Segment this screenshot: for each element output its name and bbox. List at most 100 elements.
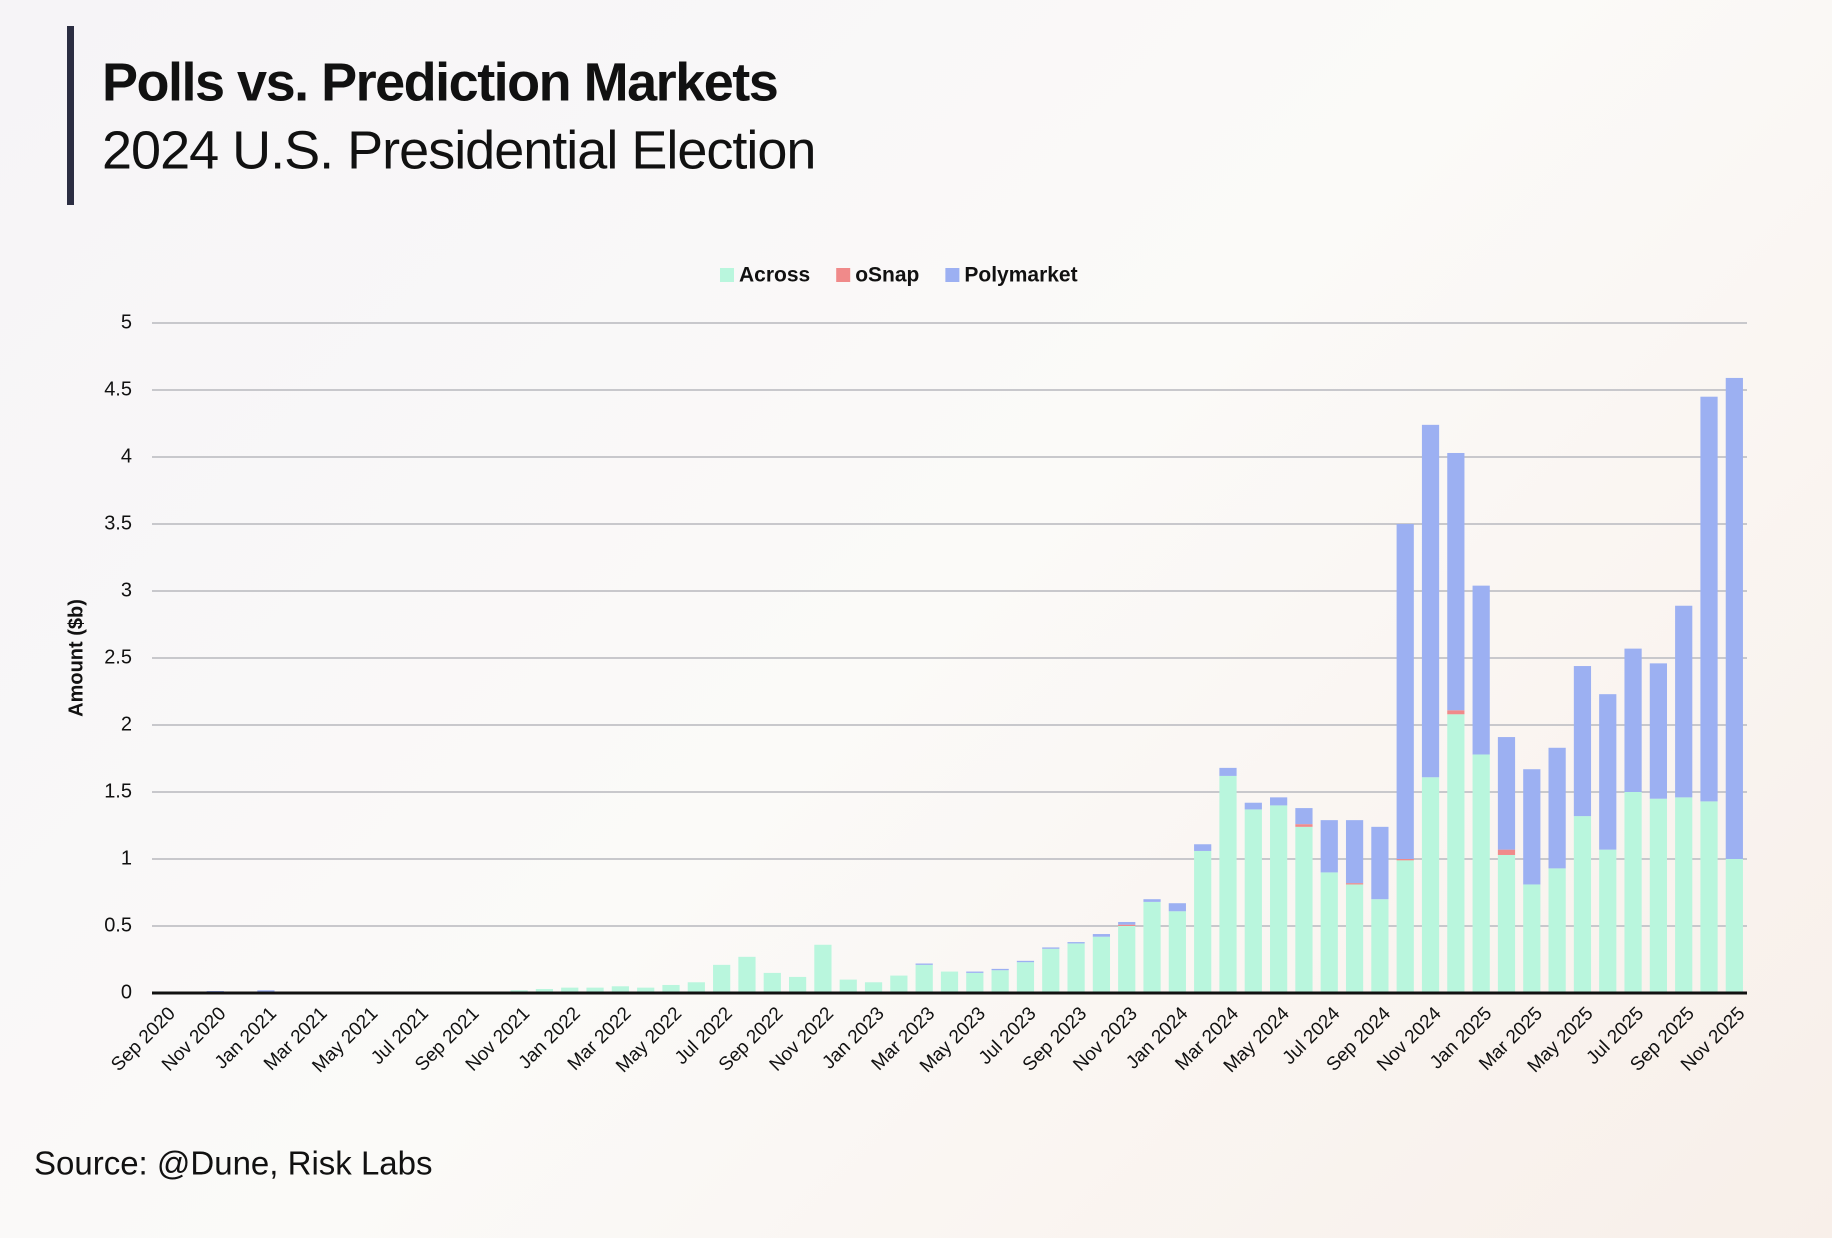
bar-segment: [1295, 826, 1313, 993]
bar-segment: [1345, 883, 1364, 885]
bar-segment: [991, 968, 1009, 971]
bar-segment: [1067, 943, 1085, 993]
bar-segment: [788, 976, 807, 993]
bar-segment: [1447, 452, 1465, 711]
bar-segment: [1675, 605, 1693, 798]
bar-segment: [1016, 962, 1035, 993]
bar-segment: [738, 956, 756, 993]
bar-segment: [991, 970, 1009, 993]
bar-segment: [1675, 797, 1693, 993]
bar-segment: [1016, 960, 1035, 963]
bar-segment: [1700, 396, 1718, 802]
bar-segment: [1725, 859, 1743, 993]
bar-segment: [1548, 868, 1566, 993]
source: Source: @Dune, Risk Labs: [34, 1145, 433, 1182]
legend-label: oSnap: [855, 264, 919, 287]
bar-segment: [1042, 948, 1060, 993]
bar-segment: [839, 979, 857, 993]
bar-segment: [713, 964, 731, 993]
bar-segment: [561, 987, 579, 993]
bar-segment: [1270, 797, 1288, 806]
y-tick-label: 2: [121, 713, 132, 735]
bar-segment: [1371, 826, 1389, 900]
bar-segment: [1042, 947, 1060, 949]
legend-swatch: [836, 268, 851, 282]
y-tick-label: 2.5: [104, 646, 132, 668]
bar-segment: [586, 987, 604, 993]
bar-segment: [763, 972, 781, 993]
y-tick-label: 1.5: [104, 780, 132, 802]
bar-segment: [1421, 424, 1440, 778]
bar-segment: [1118, 921, 1136, 925]
bar-segment: [1168, 911, 1186, 993]
bar-segment: [1320, 820, 1338, 873]
bar-segment: [1472, 585, 1490, 755]
bar-segment: [1523, 769, 1541, 885]
bar-segment: [1168, 903, 1186, 912]
y-tick-label: 4: [121, 445, 132, 467]
bar-segment: [257, 990, 275, 992]
y-tick-label: 1: [121, 847, 132, 869]
bar-segment: [1421, 777, 1440, 993]
bar-segment: [1573, 666, 1592, 817]
bar-segment: [1295, 824, 1313, 827]
bar-segment: [1497, 737, 1516, 850]
bar-segment: [1244, 802, 1262, 810]
bar-segment: [915, 963, 933, 965]
bar-segment: [1624, 792, 1642, 993]
legend-swatch: [945, 268, 960, 282]
bar-segment: [1447, 710, 1465, 715]
bar-segment: [1624, 648, 1642, 792]
bar-segment: [1194, 850, 1212, 993]
bar-segment: [1573, 816, 1592, 993]
bar-segment: [662, 984, 680, 993]
bar-segment: [1700, 801, 1718, 993]
bar-segment: [814, 944, 832, 993]
bar-segment: [1067, 942, 1085, 944]
bar-segment: [1194, 844, 1212, 851]
bar-segment: [1396, 860, 1414, 993]
bar-segment: [1295, 808, 1313, 825]
bar-segment: [1396, 524, 1414, 859]
title-accent: [67, 26, 74, 205]
y-tick-label: 3: [121, 579, 132, 601]
bar-segment: [1548, 747, 1566, 869]
y-tick-label: 5: [121, 311, 132, 333]
bar-segment: [1497, 854, 1516, 993]
legend-label: Polymarket: [964, 264, 1077, 287]
y-tick-label: 0.5: [104, 914, 132, 936]
bar-segment: [1599, 694, 1617, 850]
chart-title: Polls vs. Prediction Markets: [102, 52, 777, 112]
bar-segment: [1320, 872, 1338, 993]
bar-segment: [966, 972, 984, 993]
bar-segment: [864, 982, 883, 993]
bar-segment: [1219, 767, 1237, 776]
y-tick-label: 4.5: [104, 378, 132, 400]
bar-segment: [1092, 936, 1111, 993]
bar-segment: [1118, 926, 1136, 993]
bar-segment: [1649, 798, 1667, 993]
bar-segment: [611, 986, 629, 993]
bar-segment: [1270, 805, 1288, 993]
bar-segment: [1219, 775, 1237, 993]
bar-segment: [687, 982, 705, 993]
bar-segment: [535, 988, 554, 993]
bar-segment: [1371, 899, 1389, 993]
y-tick-label: 3.5: [104, 512, 132, 534]
bar-segment: [1447, 714, 1465, 993]
bar-segment: [1396, 859, 1414, 861]
bar-segment: [1345, 884, 1364, 993]
legend-swatch: [720, 268, 734, 282]
bar-segment: [1092, 934, 1111, 937]
bar-segment: [637, 987, 655, 993]
y-tick-label: 0: [121, 981, 132, 1003]
bar-segment: [1599, 849, 1617, 993]
bar-segment: [1118, 924, 1136, 926]
chart-subtitle: 2024 U.S. Presidential Election: [102, 120, 815, 180]
bar-segment: [1649, 663, 1667, 799]
bar-segment: [890, 975, 908, 993]
bar-segment: [1345, 820, 1364, 884]
bar-segment: [915, 964, 933, 993]
bar-segment: [1244, 809, 1262, 993]
